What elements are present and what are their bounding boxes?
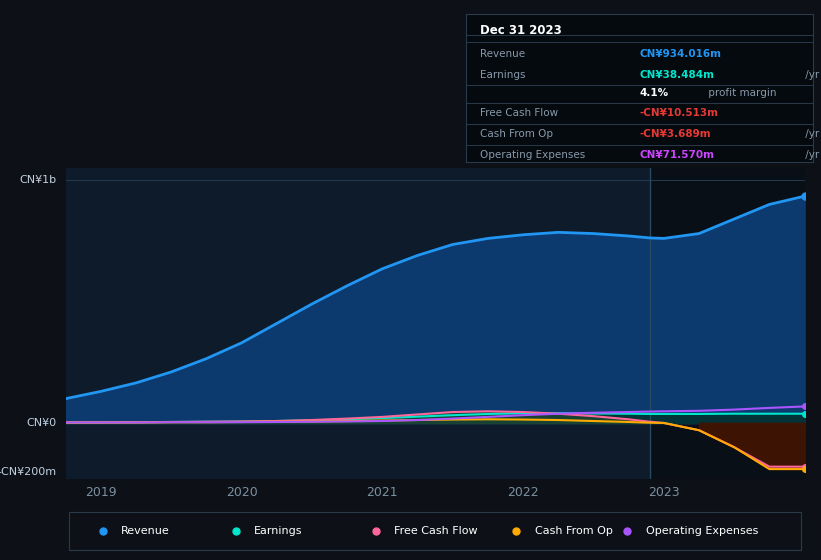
Text: CN¥0: CN¥0 (27, 418, 57, 428)
Text: -CN¥10.513m: -CN¥10.513m (640, 109, 718, 118)
Text: profit margin: profit margin (704, 88, 776, 97)
Text: CN¥1b: CN¥1b (20, 175, 57, 185)
Text: Dec 31 2023: Dec 31 2023 (480, 25, 562, 38)
Text: Free Cash Flow: Free Cash Flow (480, 109, 558, 118)
Text: Earnings: Earnings (255, 526, 303, 535)
Text: Free Cash Flow: Free Cash Flow (395, 526, 478, 535)
Text: Earnings: Earnings (480, 70, 525, 80)
Text: Revenue: Revenue (122, 526, 170, 535)
Text: /yr: /yr (802, 70, 819, 80)
Text: /yr: /yr (802, 150, 819, 160)
Text: -CN¥200m: -CN¥200m (0, 466, 57, 477)
Text: CN¥934.016m: CN¥934.016m (640, 49, 722, 59)
Text: /yr: /yr (819, 109, 821, 118)
Text: Cash From Op: Cash From Op (480, 129, 553, 139)
Text: CN¥38.484m: CN¥38.484m (640, 70, 714, 80)
Text: -CN¥3.689m: -CN¥3.689m (640, 129, 711, 139)
Text: /yr: /yr (819, 49, 821, 59)
Text: Operating Expenses: Operating Expenses (480, 150, 585, 160)
Text: Revenue: Revenue (480, 49, 525, 59)
Text: Operating Expenses: Operating Expenses (645, 526, 758, 535)
Text: Cash From Op: Cash From Op (535, 526, 612, 535)
Text: CN¥71.570m: CN¥71.570m (640, 150, 714, 160)
Text: 4.1%: 4.1% (640, 88, 668, 97)
Bar (649, 168, 812, 479)
Text: /yr: /yr (802, 129, 819, 139)
